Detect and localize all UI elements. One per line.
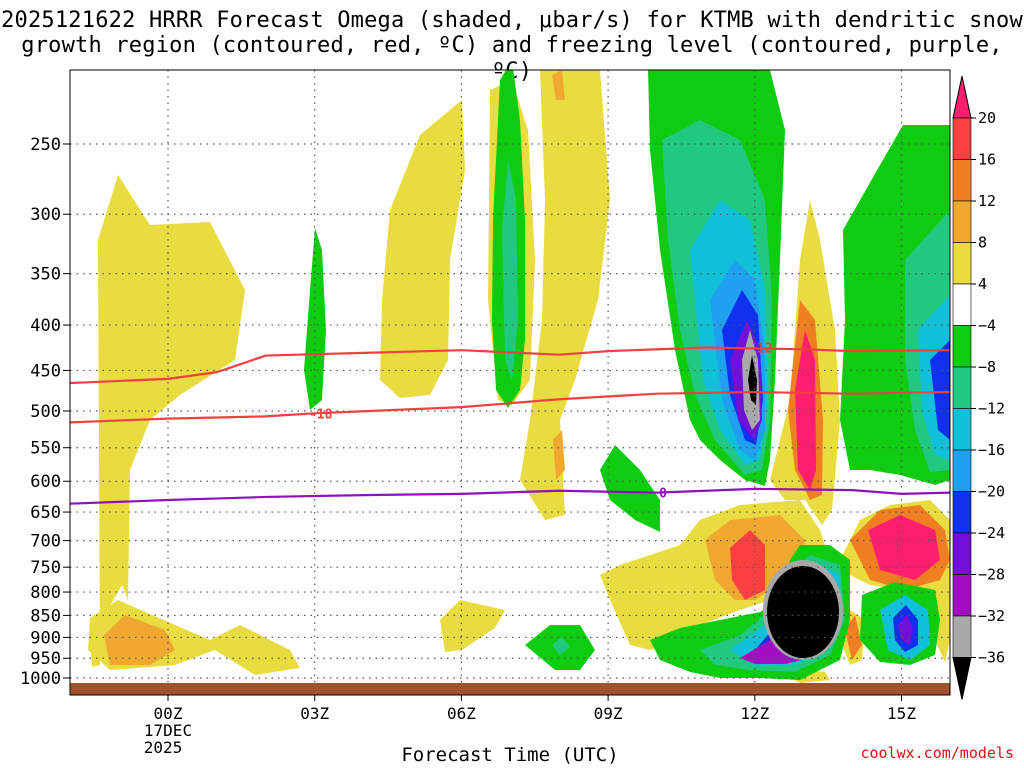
colorbar-swatch: [952, 615, 972, 658]
contour-line: [70, 487, 951, 505]
y-tick-label: 800: [30, 583, 61, 603]
colorbar-swatch: [952, 117, 972, 160]
colorbar-swatch: [952, 491, 972, 534]
colorbar-label: −24: [978, 524, 1005, 542]
grid-lines: [70, 70, 950, 695]
omega-shading: [88, 70, 950, 683]
colorbar-swatch: [952, 200, 972, 243]
colorbar-swatch: [952, 242, 972, 285]
colorbar-label: −16: [978, 441, 1005, 459]
shade-positive-left: [90, 175, 245, 667]
y-tick-label: 900: [30, 628, 61, 648]
colorbar-label: 20: [978, 109, 996, 127]
y-tick-label: 950: [30, 649, 61, 669]
y-tick-label: 250: [30, 135, 61, 155]
credit-text[interactable]: coolwx.com/models: [860, 744, 1014, 762]
contour-label: 0: [659, 487, 667, 502]
shade-orange-col8: [552, 70, 565, 100]
colorbar-swatch: [952, 408, 972, 451]
contour-line: [70, 346, 951, 385]
shade-neg-black-core: [767, 566, 839, 658]
colorbar: 20 16 12 8 4 −4 −8 −12 −16 −20 −24 −28 −32 −36: [952, 75, 1005, 700]
shade-red-low: [730, 530, 765, 600]
x-tick-label: 03Z: [300, 704, 329, 723]
colorbar-label: −32: [978, 607, 1005, 625]
y-tick-label: 650: [30, 503, 61, 523]
colorbar-label: −36: [978, 649, 1005, 667]
x-tick-date: 17DEC: [144, 721, 192, 740]
colorbar-label: 16: [978, 151, 996, 169]
shade-pink-right: [868, 515, 940, 580]
colorbar-label: 8: [978, 234, 987, 252]
x-tick-year: 2025: [144, 738, 183, 757]
colorbar-label: −20: [978, 483, 1005, 501]
colorbar-swatch: [952, 325, 972, 368]
colorbar-bottom-arrow: [952, 657, 972, 700]
ground-surface: [70, 683, 950, 695]
y-tick-label: 400: [30, 316, 61, 336]
y-axis: 2503003504004505005506006507007508008509…: [20, 135, 70, 689]
contour-label: -18: [309, 407, 333, 422]
chart-title-line2: growth region (contoured, red, ºC) and f…: [21, 33, 1003, 84]
colorbar-top-arrow: [952, 75, 972, 119]
shade-positive-col8: [520, 70, 610, 520]
shade-positive-low1: [440, 600, 505, 652]
x-tick-label: 09Z: [594, 704, 623, 723]
y-tick-label: 600: [30, 472, 61, 492]
y-tick-label: 1000: [20, 669, 61, 689]
y-tick-label: 300: [30, 205, 61, 225]
shade-orange-col8b: [553, 430, 565, 480]
shade-neg-green-dot1: [600, 445, 660, 532]
chart-title-line1: 2025121622 HRRR Forecast Omega (shaded, …: [1, 8, 1023, 33]
y-tick-label: 450: [30, 361, 61, 381]
contour-lines: -12 -18 0: [70, 341, 951, 505]
x-tick-label: 15Z: [887, 704, 916, 723]
shade-orange-left: [104, 615, 175, 665]
colorbar-swatch: [952, 283, 972, 326]
x-axis-title: Forecast Time (UTC): [401, 744, 619, 766]
shade-neg-blue-right: [930, 340, 950, 440]
y-tick-label: 850: [30, 606, 61, 626]
colorbar-swatch: [952, 159, 972, 202]
colorbar-label: −28: [978, 566, 1005, 584]
colorbar-label: 12: [978, 192, 996, 210]
shade-neg-green-col3: [304, 228, 326, 410]
shade-neg-teal-low: [552, 637, 570, 655]
contour-line: [70, 390, 951, 424]
colorbar-label: 4: [978, 275, 987, 293]
colorbar-swatch: [952, 449, 972, 492]
y-tick-label: 350: [30, 265, 61, 285]
y-tick-label: 500: [30, 402, 61, 422]
shade-orange-low3: [845, 615, 862, 660]
colorbar-swatch: [952, 532, 972, 575]
y-tick-label: 750: [30, 558, 61, 578]
shade-pink-rightcol: [795, 330, 816, 490]
shade-positive-midupper: [380, 100, 465, 398]
colorbar-label: −4: [978, 317, 996, 335]
x-tick-label: 06Z: [447, 704, 476, 723]
x-tick-label: 12Z: [740, 704, 769, 723]
y-tick-label: 700: [30, 532, 61, 552]
y-tick-label: 550: [30, 439, 61, 459]
colorbar-swatch: [952, 366, 972, 409]
colorbar-swatch: [952, 574, 972, 617]
contour-label: -12: [749, 341, 772, 356]
plot-frame: [69, 69, 951, 696]
colorbar-label: −12: [978, 400, 1005, 418]
x-tick-label: 00Z: [154, 704, 183, 723]
colorbar-label: −8: [978, 358, 996, 376]
